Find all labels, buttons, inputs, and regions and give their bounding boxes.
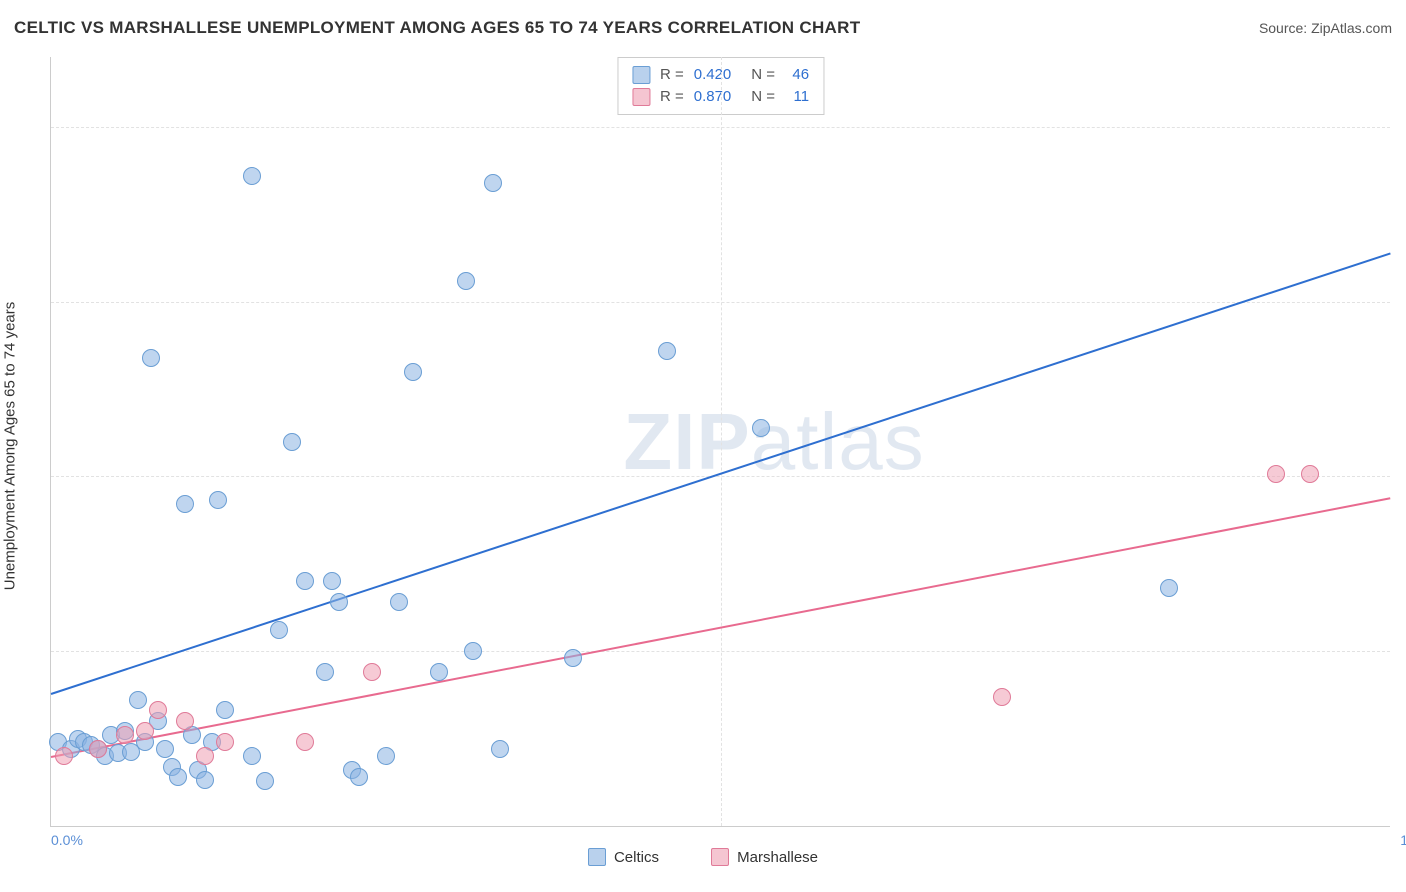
y-tick-label: 12.5% <box>1396 643 1406 659</box>
data-point-blue <box>283 433 301 451</box>
data-point-blue <box>390 593 408 611</box>
data-point-pink <box>55 747 73 765</box>
y-tick-label: 37.5% <box>1396 294 1406 310</box>
swatch-icon <box>632 88 650 106</box>
legend-item-pink: Marshallese <box>711 848 818 866</box>
data-point-pink <box>296 733 314 751</box>
data-point-pink <box>196 747 214 765</box>
data-point-pink <box>993 688 1011 706</box>
data-point-blue <box>296 572 314 590</box>
r-value-blue: 0.420 <box>694 64 732 86</box>
data-point-blue <box>129 691 147 709</box>
data-point-blue <box>658 342 676 360</box>
watermark-rest: atlas <box>751 397 925 486</box>
data-point-blue <box>404 363 422 381</box>
data-point-pink <box>216 733 234 751</box>
data-point-blue <box>491 740 509 758</box>
data-point-blue <box>564 649 582 667</box>
data-point-blue <box>1160 579 1178 597</box>
data-point-blue <box>243 167 261 185</box>
data-point-blue <box>457 272 475 290</box>
data-point-blue <box>377 747 395 765</box>
data-point-blue <box>243 747 261 765</box>
data-point-pink <box>116 726 134 744</box>
x-tick-label: 0.0% <box>51 832 83 848</box>
data-point-blue <box>209 491 227 509</box>
data-point-blue <box>216 701 234 719</box>
gridline-v <box>721 57 722 826</box>
data-point-blue <box>256 772 274 790</box>
data-point-blue <box>176 495 194 513</box>
data-point-pink <box>363 663 381 681</box>
chart-title: CELTIC VS MARSHALLESE UNEMPLOYMENT AMONG… <box>14 18 1392 38</box>
swatch-icon <box>588 848 606 866</box>
n-value-blue: 46 <box>785 64 809 86</box>
data-point-pink <box>1301 465 1319 483</box>
watermark: ZIPatlas <box>623 396 924 488</box>
data-point-blue <box>752 419 770 437</box>
data-point-blue <box>430 663 448 681</box>
scatter-plot-area: R = 0.420 N = 46 R = 0.870 N = 11 ZIPatl… <box>50 57 1390 827</box>
data-point-pink <box>89 740 107 758</box>
legend-item-blue: Celtics <box>588 848 659 866</box>
data-point-blue <box>156 740 174 758</box>
swatch-icon <box>632 66 650 84</box>
chart-header: CELTIC VS MARSHALLESE UNEMPLOYMENT AMONG… <box>14 18 1392 48</box>
y-tick-label: 25.0% <box>1396 468 1406 484</box>
n-label: N = <box>751 86 775 108</box>
data-point-pink <box>176 712 194 730</box>
data-point-blue <box>316 663 334 681</box>
data-point-blue <box>169 768 187 786</box>
r-label: R = <box>660 86 684 108</box>
data-point-pink <box>149 701 167 719</box>
data-point-pink <box>136 722 154 740</box>
data-point-blue <box>484 174 502 192</box>
data-point-blue <box>196 771 214 789</box>
data-point-blue <box>270 621 288 639</box>
data-point-blue <box>350 768 368 786</box>
y-axis-label: Unemployment Among Ages 65 to 74 years <box>2 302 19 591</box>
swatch-icon <box>711 848 729 866</box>
n-label: N = <box>751 64 775 86</box>
series-legend: Celtics Marshallese <box>0 848 1406 870</box>
y-tick-label: 50.0% <box>1396 119 1406 135</box>
data-point-blue <box>330 593 348 611</box>
x-tick-label: 10.0% <box>1390 832 1406 848</box>
r-label: R = <box>660 64 684 86</box>
n-value-pink: 11 <box>785 86 809 108</box>
data-point-blue <box>323 572 341 590</box>
legend-label: Marshallese <box>737 849 818 866</box>
r-value-pink: 0.870 <box>694 86 732 108</box>
legend-label: Celtics <box>614 849 659 866</box>
source-attribution: Source: ZipAtlas.com <box>1259 20 1392 36</box>
data-point-blue <box>464 642 482 660</box>
data-point-blue <box>142 349 160 367</box>
data-point-pink <box>1267 465 1285 483</box>
watermark-bold: ZIP <box>623 397 750 486</box>
